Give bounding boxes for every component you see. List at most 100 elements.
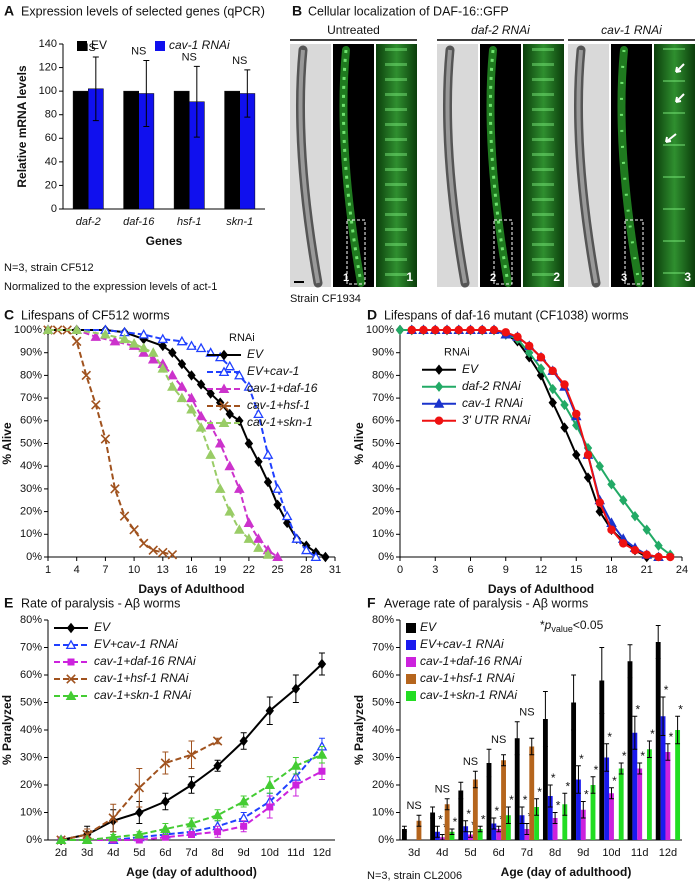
error-bar [519, 806, 525, 824]
point [501, 328, 510, 337]
y-tick-label: 40% [20, 460, 42, 472]
legend-label: EV+cav-1 RNAi [94, 637, 178, 651]
point [148, 545, 158, 555]
y-tick-label: 120 [39, 61, 57, 73]
point [572, 409, 581, 419]
point [225, 408, 234, 420]
legend-label: cav-1+hsf-1 RNAi [420, 671, 515, 685]
y-tick-label: 30% [372, 483, 394, 495]
error-bar [590, 776, 596, 794]
bar [576, 779, 581, 840]
error-bar [637, 762, 643, 775]
error-bar [524, 823, 530, 835]
error-bar [193, 65, 200, 138]
y-tick-label: 100% [366, 324, 394, 336]
point [188, 831, 195, 838]
point [560, 422, 569, 433]
error-bar [632, 715, 638, 750]
bar [449, 831, 455, 840]
bar [660, 716, 666, 840]
significance-star: * [612, 774, 617, 788]
legend-marker [65, 690, 77, 701]
point [525, 347, 534, 358]
y-tick-label: 50% [20, 696, 42, 708]
zoom-image [376, 44, 417, 287]
y-tick-label: 70% [372, 392, 394, 404]
y-tick-label: 60% [372, 415, 394, 427]
point [195, 342, 207, 353]
y-tick-label: 20% [372, 506, 394, 518]
x-tick-label: 31 [329, 564, 341, 576]
point [161, 796, 170, 807]
error-bar [491, 817, 497, 830]
bar [618, 768, 624, 840]
x-tick-label: 10d [261, 847, 279, 859]
point [262, 449, 274, 459]
y-tick-label: 40% [20, 724, 42, 736]
x-tick-label: 2d [55, 847, 67, 859]
legend-label: cav-1+skn-1 RNAi [94, 688, 191, 702]
x-tick-label: 10 [128, 564, 140, 576]
group-label: Untreated [327, 23, 380, 37]
point [196, 379, 206, 390]
x-tick-label: 0 [397, 564, 403, 576]
x-tick-label: 28 [300, 564, 312, 576]
significance-star: * [622, 749, 627, 763]
point [442, 325, 452, 335]
error-bar [244, 69, 251, 118]
legend-label: cav-1 RNAi [462, 396, 523, 410]
legend-label: EV [247, 347, 264, 361]
group-label: cav-1 RNAi [601, 23, 662, 37]
point [134, 782, 145, 793]
point [186, 817, 197, 828]
bar [430, 812, 436, 840]
point [607, 479, 616, 490]
significance-star: * [579, 752, 584, 766]
point [205, 449, 216, 459]
point [407, 325, 416, 335]
legend-swatch [77, 41, 87, 51]
point [206, 388, 215, 399]
point [234, 524, 245, 534]
point [619, 495, 628, 506]
bar [632, 732, 638, 840]
point [478, 325, 487, 335]
legend-marker [218, 383, 230, 394]
error-bar [92, 56, 99, 122]
significance-star: * [556, 799, 561, 813]
error-bar [609, 787, 614, 800]
point [240, 822, 248, 830]
bar [416, 820, 422, 840]
point [253, 542, 264, 552]
panel-letter: C [4, 307, 14, 323]
bar [505, 815, 511, 840]
inset-number: 3 [621, 272, 627, 284]
worm-brightfield-inner [298, 49, 320, 284]
legend-title: RNAi [229, 332, 255, 344]
point [100, 434, 111, 444]
bar [604, 757, 610, 840]
x-tick-label: 6d [493, 847, 505, 859]
bar [571, 702, 577, 840]
point [42, 324, 54, 335]
y-axis-label: % Alive [0, 422, 14, 465]
arrow [675, 63, 685, 73]
point [654, 540, 663, 551]
point [212, 736, 223, 746]
point [536, 363, 546, 374]
point [292, 781, 300, 789]
bar [552, 818, 558, 840]
series-line [411, 329, 659, 558]
point [109, 335, 121, 346]
point [548, 397, 557, 408]
legend-label: cav-1+hsf-1 RNAi [94, 671, 189, 685]
x-tick-label: 3d [81, 847, 93, 859]
bar [458, 790, 464, 840]
bar [547, 796, 553, 840]
y-tick-label: 10% [372, 806, 394, 818]
error-bar [444, 798, 450, 811]
x-tick-label: 3d [408, 847, 420, 859]
panel-title: Cellular localization of DAF-16::GFP [308, 4, 509, 18]
error-bar [675, 715, 681, 745]
chart-title: Expression levels of selected genes (qPC… [21, 4, 265, 18]
